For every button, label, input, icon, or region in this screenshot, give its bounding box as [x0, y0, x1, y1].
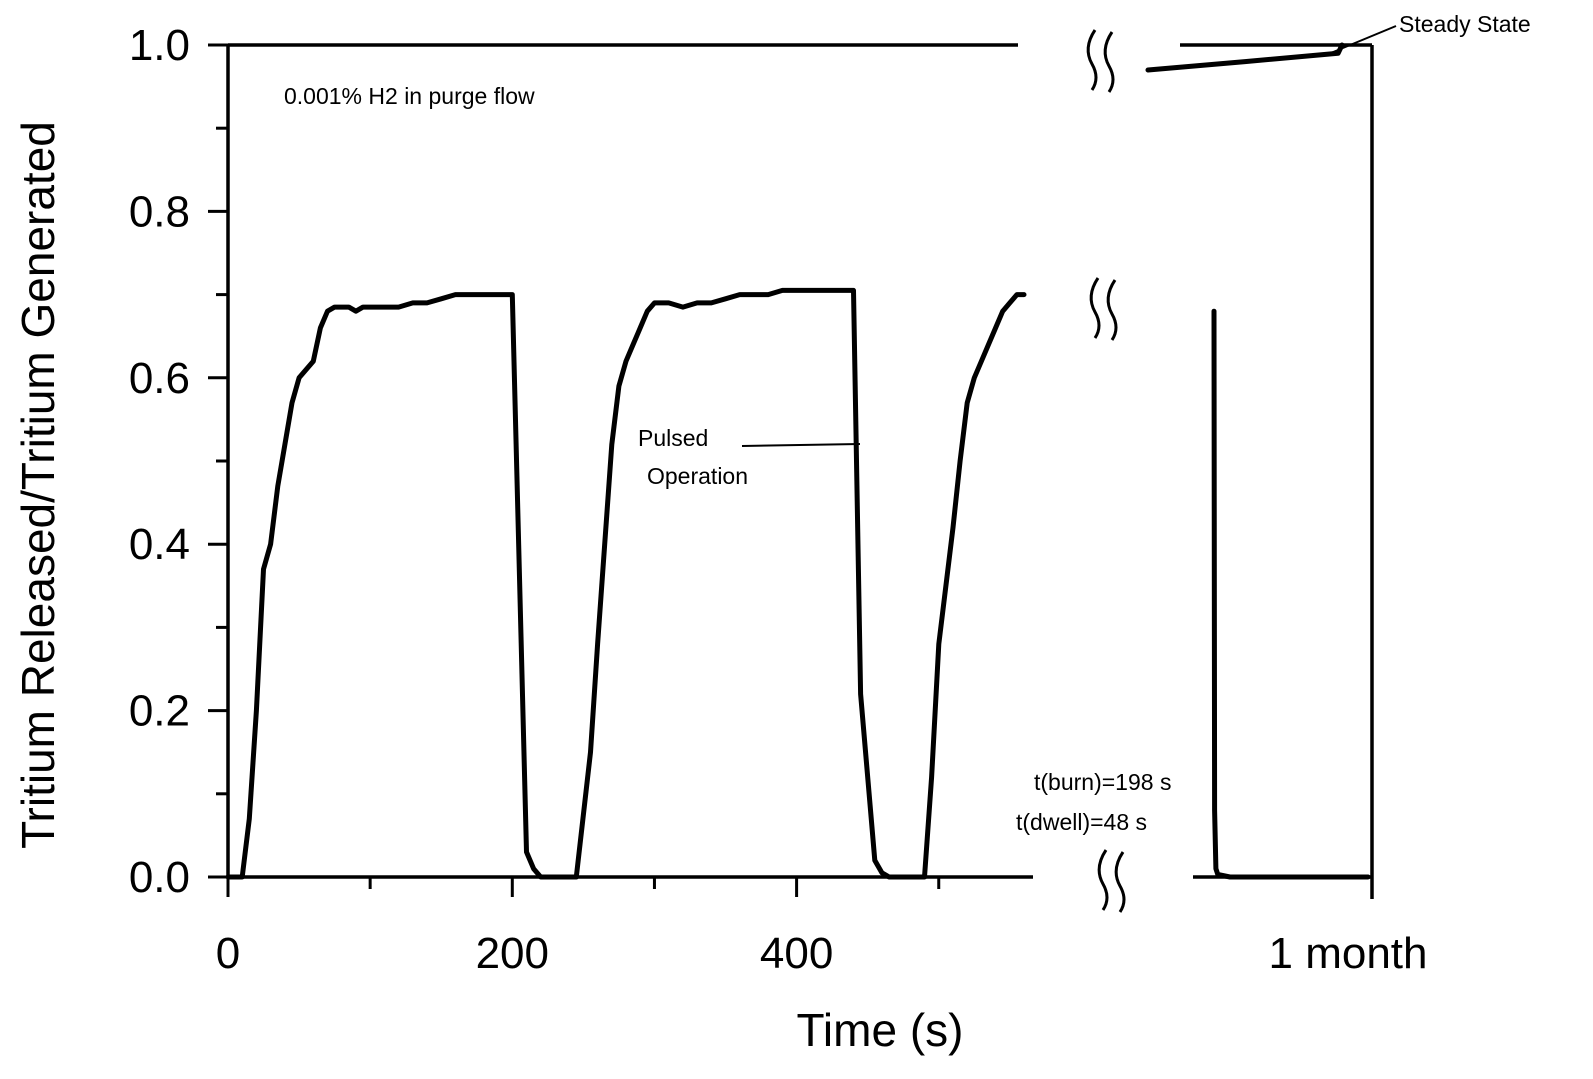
y-axis-title: Tritium Released/Tritium Generated: [12, 121, 64, 849]
x-tick-label: 200: [476, 929, 549, 978]
y-tick-label: 1.0: [129, 21, 190, 70]
axis-break-marks: [1086, 29, 1126, 913]
steady-state-label: Steady State: [1399, 11, 1531, 37]
x-tick-label: 0: [216, 929, 240, 978]
steady-state-line: [1145, 42, 1345, 73]
break-mark-top: [1086, 29, 1098, 91]
x-axis-title: Time (s): [797, 1004, 964, 1056]
pulsed-label-line2: Operation: [647, 463, 748, 489]
y-tick-label: 0.6: [129, 354, 190, 403]
y-tick-label: 0.4: [129, 520, 190, 569]
condition-annotation: 0.001% H2 in purge flow: [284, 83, 535, 109]
pulsed-operation-line: [225, 287, 1027, 880]
dwell-time-annotation: t(dwell)=48 s: [1016, 809, 1147, 835]
break-mark-bottom: [1097, 849, 1109, 911]
break-mark-bottom: [1114, 851, 1126, 913]
y-tick-label: 0.8: [129, 187, 190, 236]
break-mark-middle: [1089, 277, 1101, 339]
x-break-tick-label: 1 month: [1269, 929, 1428, 978]
break-mark-top: [1103, 31, 1115, 93]
pulsed-operation-line: [1211, 308, 1371, 880]
y-tick-label: 0.2: [129, 687, 190, 736]
y-tick-label: 0.0: [129, 853, 190, 902]
plot-frame: [226, 43, 1374, 899]
axis-ticks: [208, 43, 941, 897]
pulsed-leader-line: [741, 443, 861, 447]
x-tick-label: 400: [760, 929, 833, 978]
steady-state-leader-line: [1325, 25, 1397, 56]
break-mark-middle: [1106, 279, 1118, 341]
tick-labels: 0.0 0.2 0.4 0.6 0.8 1.0 0 200 400 1 month: [129, 21, 1428, 978]
series-group: [225, 42, 1371, 880]
burn-time-annotation: t(burn)=198 s: [1034, 769, 1171, 795]
pulsed-label-line1: Pulsed: [638, 425, 708, 451]
